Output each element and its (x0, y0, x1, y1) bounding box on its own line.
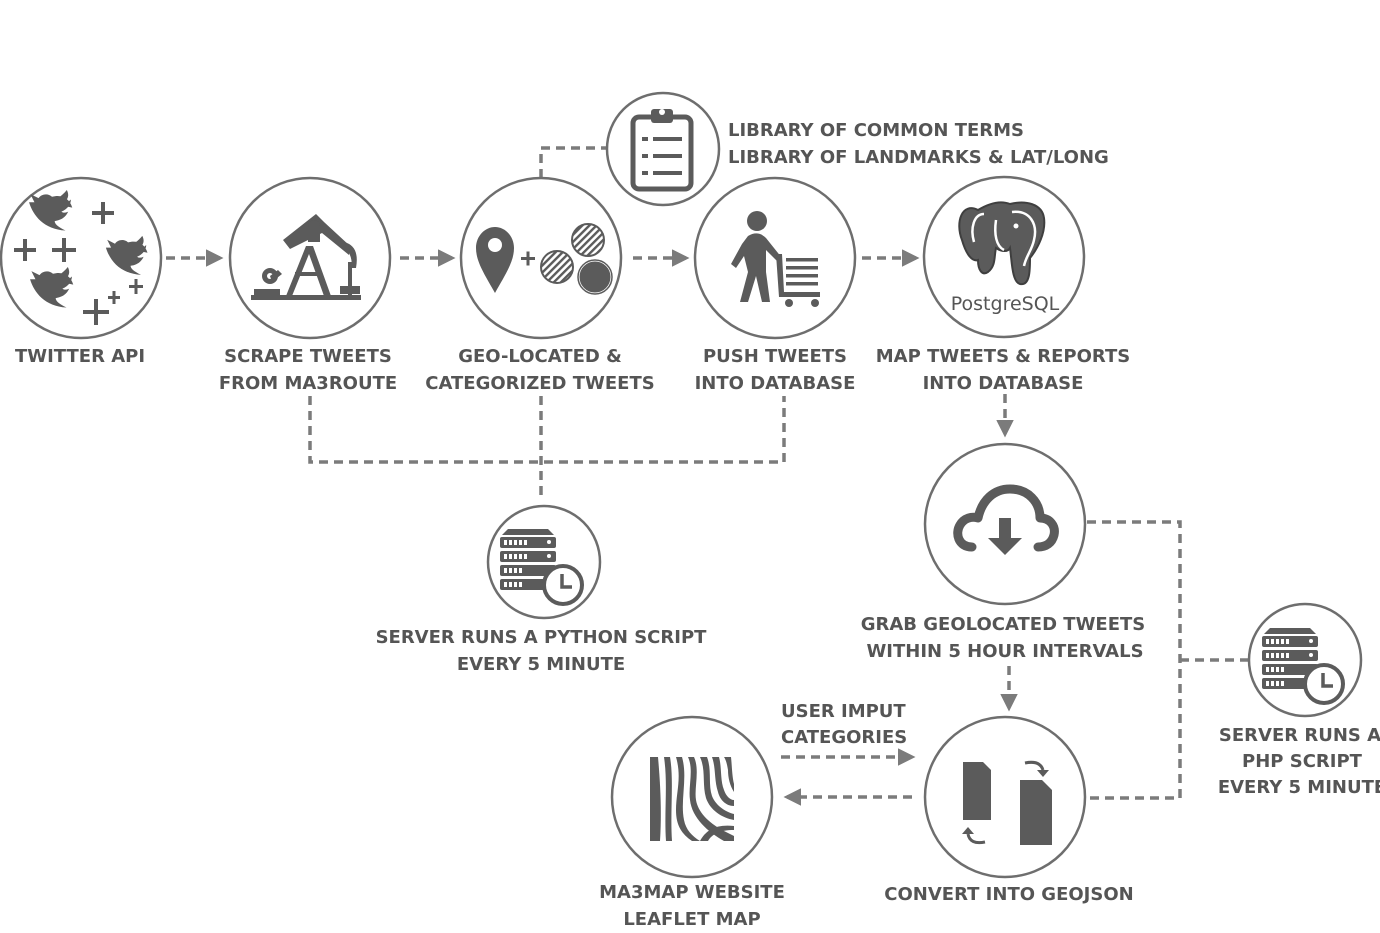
map-pin-circles-icon (476, 223, 613, 295)
ma3map-label-1: MA3MAP WEBSITE (599, 882, 785, 903)
twitter-birds-icon (14, 190, 148, 325)
python-server-label-2: EVERY 5 MINUTE (457, 654, 625, 675)
scrape-tweets-label-1: SCRAPE TWEETS (224, 346, 392, 367)
node-cloud: GRAB GEOLOCATED TWEETS WITHIN 5 HOUR INT… (861, 442, 1146, 662)
php-server-label-3: EVERY 5 MINUTE (1218, 777, 1380, 798)
connectors (166, 146, 1248, 806)
node-ma3map: MA3MAP WEBSITE LEAFLET MAP (599, 715, 785, 930)
ma3map-label-2: LEAFLET MAP (623, 909, 760, 930)
cloud-download-icon (953, 484, 1059, 555)
zebra-stripes-icon (650, 757, 734, 841)
push-tweets-label-1: PUSH TWEETS (703, 346, 847, 367)
geojson-circle (923, 715, 1087, 879)
node-python-server: SERVER RUNS A PYTHON SCRIPT EVERY 5 MINU… (376, 504, 708, 675)
php-server-label-2: PHP SCRIPT (1242, 751, 1363, 772)
user-input-label-2: CATEGORIES (781, 727, 907, 748)
geo-located-label-2: CATEGORIZED TWEETS (425, 373, 654, 394)
cloud-label-2: WITHIN 5 HOUR INTERVALS (866, 641, 1143, 662)
twitter-api-label: TWITTER API (15, 346, 145, 367)
node-scrape-tweets: SCRAPE TWEETS FROM MA3ROUTE (219, 176, 397, 394)
node-geo-located: GEO-LOCATED & CATEGORIZED TWEETS (425, 176, 655, 394)
geojson-label: CONVERT INTO GEOJSON (884, 884, 1133, 905)
node-push-tweets: PUSH TWEETS INTO DATABASE (693, 176, 857, 394)
geo-located-circle (459, 176, 623, 340)
user-input-label: USER IMPUT CATEGORIES (781, 701, 907, 748)
connector-python-bracket (308, 396, 786, 464)
scrape-tweets-circle (228, 176, 392, 340)
node-php-server: SERVER RUNS A PHP SCRIPT EVERY 5 MINUTE (1218, 602, 1380, 798)
server-clock-icon (1262, 628, 1345, 705)
postgres-label-1: MAP TWEETS & REPORTS (876, 346, 1130, 367)
node-geojson: CONVERT INTO GEOJSON (884, 715, 1134, 905)
clipboard-list-icon (630, 109, 694, 192)
node-postgres: PostgreSQL MAP TWEETS & REPORTS INTO DAT… (876, 175, 1130, 394)
server-clock-icon (500, 529, 584, 606)
library-label-2: LIBRARY OF LANDMARKS & LAT/LONG (728, 147, 1109, 168)
geo-located-label-1: GEO-LOCATED & (458, 346, 622, 367)
file-convert-icon (962, 760, 1052, 845)
library-label-1: LIBRARY OF COMMON TERMS (728, 120, 1024, 141)
person-cart-icon (731, 211, 820, 307)
user-input-label-1: USER IMPUT (781, 701, 906, 722)
connector-geo-to-library (539, 146, 607, 178)
postgres-label-2: INTO DATABASE (923, 373, 1084, 394)
node-library: LIBRARY OF COMMON TERMS LIBRARY OF LANDM… (605, 91, 1109, 207)
python-server-label-1: SERVER RUNS A PYTHON SCRIPT (376, 627, 708, 648)
node-twitter-api: TWITTER API (0, 176, 163, 367)
cloud-label-1: GRAB GEOLOCATED TWEETS (861, 614, 1146, 635)
scrape-tweets-label-2: FROM MA3ROUTE (219, 373, 397, 394)
postgresql-logo-text: PostgreSQL (951, 293, 1060, 315)
postgresql-elephant-icon (958, 201, 1046, 286)
oil-pump-icon (251, 214, 361, 300)
push-tweets-label-2: INTO DATABASE (695, 373, 856, 394)
php-server-label-1: SERVER RUNS A (1219, 725, 1380, 746)
